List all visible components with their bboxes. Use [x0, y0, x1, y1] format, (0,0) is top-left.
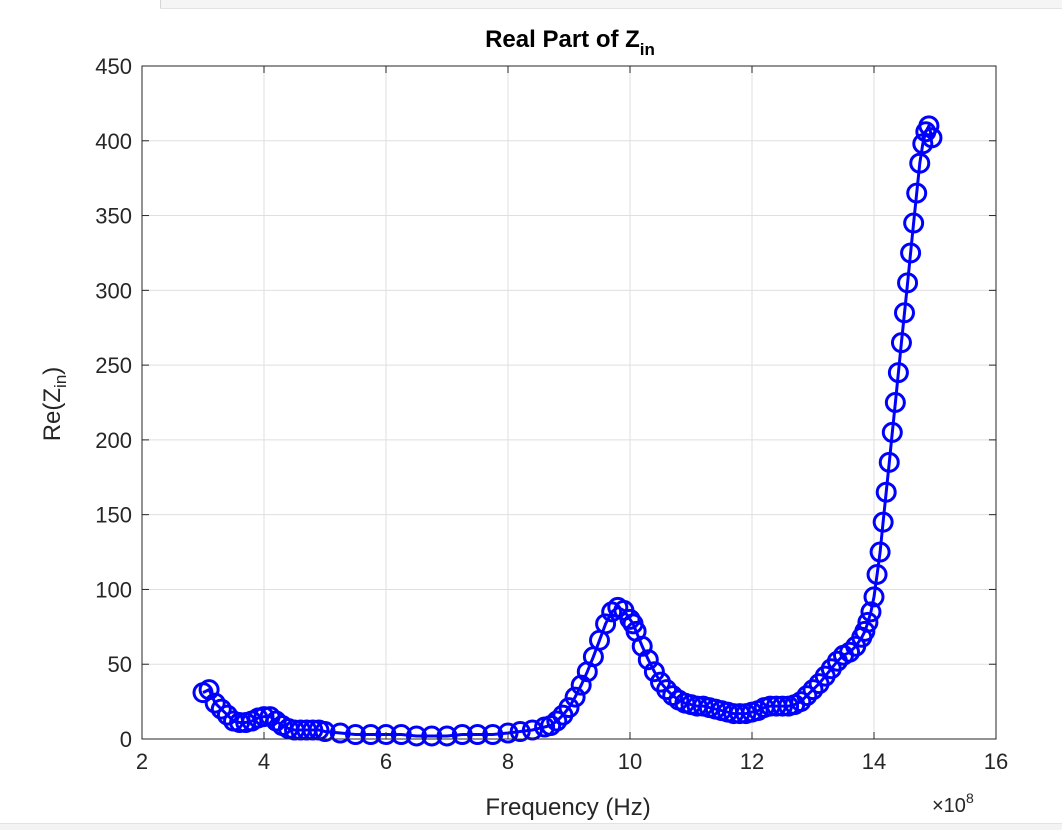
tick-layer: 2 4 6 8 10 12 14 16 0 50 100 150 200 250 300 350 400 450: [95, 54, 1008, 774]
y-tick-label: 300: [95, 278, 132, 303]
data-point: [857, 611, 879, 633]
series-layer: [192, 115, 943, 747]
data-point: [619, 608, 641, 630]
data-point: [860, 601, 882, 623]
data-point: [509, 721, 531, 743]
x-tick-label: 2: [136, 749, 148, 774]
chart-title: Real Part of Zin: [485, 26, 655, 59]
x-axis-label: Frequency (Hz): [485, 794, 650, 821]
data-point: [878, 451, 900, 473]
y-tick-label: 150: [95, 503, 132, 528]
x-tick-label: 6: [380, 749, 392, 774]
y-tick-label: 0: [120, 727, 132, 752]
data-point: [897, 272, 919, 294]
data-point: [863, 586, 885, 608]
data-point: [314, 721, 336, 743]
y-tick-label: 350: [95, 204, 132, 229]
data-point: [903, 212, 925, 234]
x-tick-label: 14: [862, 749, 886, 774]
data-point: [881, 421, 903, 443]
figure-tab[interactable]: [0, 0, 161, 9]
data-point: [909, 152, 931, 174]
data-point: [345, 724, 366, 746]
data-point: [921, 127, 943, 149]
data-point: [643, 661, 665, 683]
data-point: [656, 679, 678, 701]
data-point: [790, 691, 812, 713]
data-point: [482, 724, 504, 746]
data-point: [890, 332, 912, 354]
y-tick-label: 50: [108, 652, 132, 677]
data-point: [451, 724, 473, 746]
data-point: [872, 511, 894, 533]
x-tick-label: 16: [984, 749, 1008, 774]
data-point: [869, 541, 891, 563]
data-point: [854, 620, 876, 642]
data-point: [436, 725, 458, 747]
data-point: [796, 685, 818, 707]
y-tick-label: 100: [95, 577, 132, 602]
data-point: [887, 362, 909, 384]
y-tick-label: 400: [95, 129, 132, 154]
y-tick-label: 200: [95, 428, 132, 453]
window-top-bar: [0, 0, 1062, 9]
data-point: [390, 724, 412, 746]
data-point: [894, 302, 915, 324]
data-point: [802, 679, 824, 701]
data-point: [875, 481, 897, 503]
y-axis-label: Re(Zin): [39, 367, 70, 442]
data-point: [558, 697, 580, 719]
data-point: [329, 722, 351, 744]
data-point: [918, 115, 940, 137]
data-point: [375, 724, 397, 746]
window-bottom-bar: [0, 823, 1062, 830]
grid: [141, 65, 997, 740]
data-point: [900, 242, 922, 264]
x-axis-exponent-label: ×108: [932, 790, 974, 817]
data-point: [839, 641, 861, 663]
data-point: [884, 392, 906, 413]
data-point: [906, 182, 928, 204]
data-point: [497, 722, 519, 744]
series-line: [202, 121, 934, 738]
data-point: [253, 706, 275, 728]
data-point: [564, 686, 586, 708]
data-point: [866, 563, 888, 585]
data-point: [637, 649, 659, 671]
data-point: [360, 724, 382, 746]
y-tick-label: 450: [95, 54, 132, 79]
x-tick-label: 8: [502, 749, 514, 774]
data-point: [467, 724, 488, 746]
x-tick-label: 10: [618, 749, 642, 774]
y-tick-label: 250: [95, 353, 132, 378]
x-tick-label: 12: [740, 749, 764, 774]
data-point: [204, 692, 226, 714]
data-point: [210, 698, 232, 720]
plot-area-border: [141, 65, 997, 740]
data-point: [546, 710, 568, 732]
x-tick-label: 4: [258, 749, 270, 774]
data-point: [421, 725, 443, 747]
data-point: [406, 725, 427, 747]
data-point: [595, 613, 617, 635]
